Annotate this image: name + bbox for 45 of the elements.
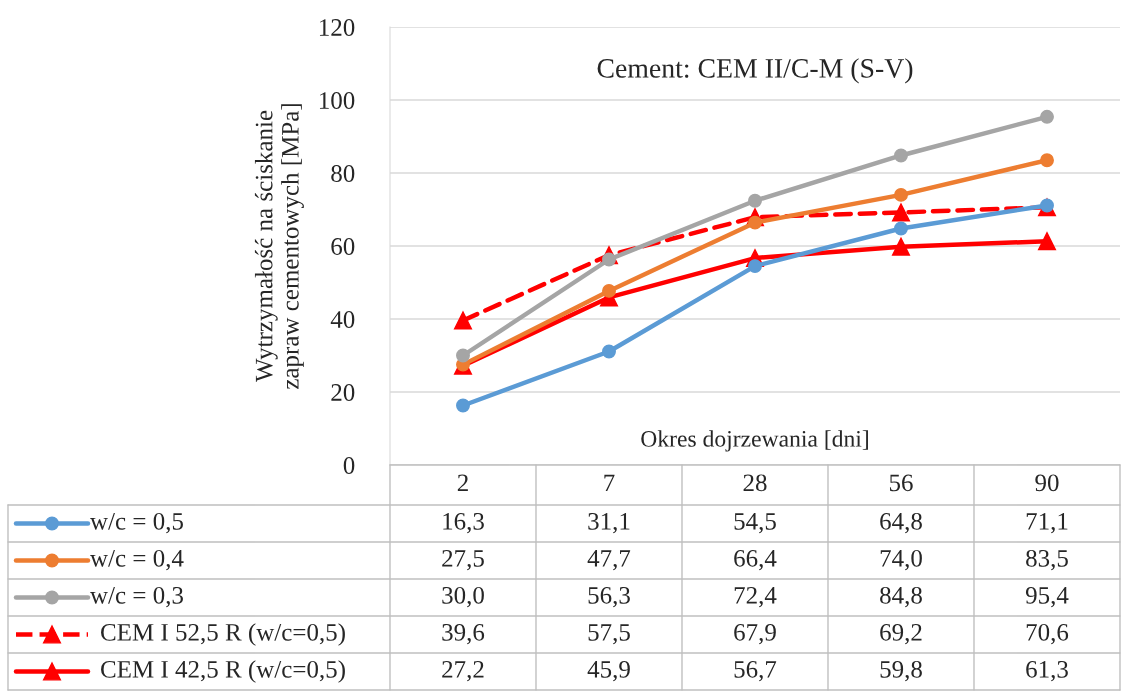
y-tick-label: 120 (319, 19, 355, 36)
y-tick-label: 40 (330, 311, 355, 328)
data-label: 95,4 (1025, 586, 1069, 608)
legend-label: CEM I 42,5 R (w/c=0,5) (101, 660, 345, 683)
x-tick-label: 2 (457, 474, 468, 492)
y-tick-label: 0 (343, 457, 355, 474)
data-label: 56,3 (588, 586, 630, 608)
data-label: 74,0 (880, 549, 922, 571)
y-tick-label: 100 (319, 92, 355, 109)
text: Cement: CEM II/C-M (S-V) (597, 58, 913, 84)
data-label: 59,8 (880, 660, 922, 682)
legend-label: w/c = 0,5 (90, 512, 183, 534)
y-axis-title: Wytrzymałość na ściskanie zapraw cementowych [MPa] (254, 104, 304, 390)
data-label: 54,5 (734, 513, 776, 534)
legend-label: w/c = 0,3 (90, 586, 183, 608)
y-tick-label: 60 (331, 238, 355, 255)
y-tick-label: 80 (331, 165, 355, 182)
x-tick-label: 90 (1035, 474, 1059, 492)
data-label: 47,7 (587, 550, 631, 571)
data-label: 27,2 (442, 660, 484, 682)
data-label: 66,4 (734, 549, 777, 571)
y-tick-label: 20 (331, 384, 355, 401)
data-label: 56,7 (734, 660, 777, 682)
data-label: 71,1 (1026, 513, 1068, 534)
data-label: 61,3 (1026, 660, 1068, 682)
data-label: 31,1 (588, 512, 630, 534)
legend-label: w/c = 0,4 (90, 549, 184, 571)
data-label: 67,9 (734, 623, 776, 645)
data-label: 30,0 (442, 586, 484, 608)
x-tick-label: 7 (604, 474, 615, 492)
data-label: 57,5 (588, 624, 630, 645)
x-tick-label: 56 (889, 474, 913, 492)
data-label: 72,4 (734, 586, 777, 608)
data-label: 16,3 (443, 512, 484, 534)
data-label: 69,2 (880, 623, 922, 645)
data-label: 39,6 (442, 623, 485, 645)
x-axis-title: Okres dojrzewania [dni] (641, 430, 868, 452)
data-label: 84,8 (880, 586, 922, 608)
legend-label: CEM I 52,5 R (w/c=0,5) (101, 623, 345, 646)
x-tick-label: 28 (743, 474, 767, 492)
data-label: 27,5 (442, 549, 484, 571)
data-label: 83,5 (1026, 549, 1068, 571)
data-label: 70,6 (1026, 623, 1069, 645)
data-label: 45,9 (587, 660, 630, 682)
data-label: 64,8 (880, 512, 922, 534)
